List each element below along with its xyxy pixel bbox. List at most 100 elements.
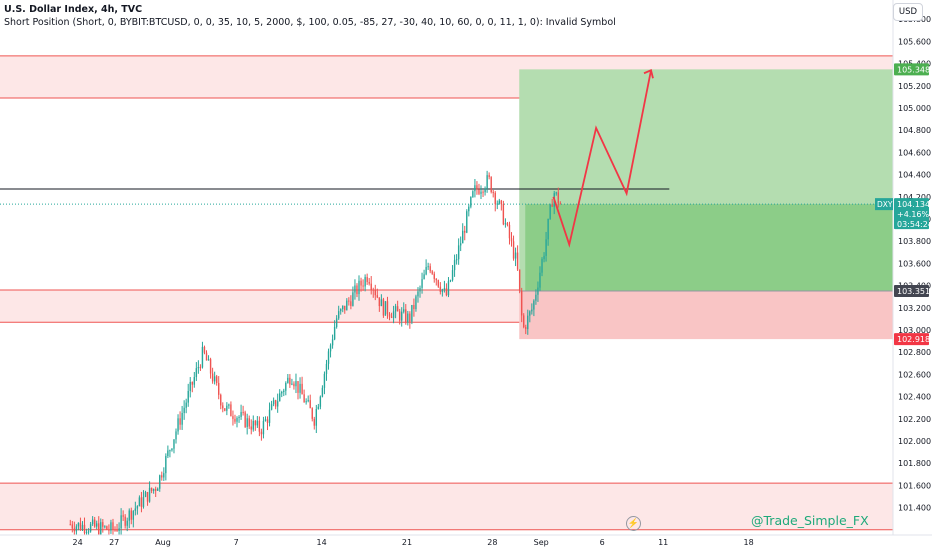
- candle-body: [264, 419, 267, 421]
- candle-body: [152, 488, 155, 491]
- candle-body: [203, 346, 206, 353]
- candle-body: [244, 412, 246, 427]
- symbol-tag-bg: [875, 198, 893, 211]
- candle-body: [116, 529, 118, 531]
- candle-body: [514, 252, 517, 259]
- candle-body: [555, 192, 557, 194]
- candle-body: [185, 402, 187, 408]
- projection-path[interactable]: [552, 69, 654, 248]
- candle-body: [313, 418, 315, 426]
- candle-body: [333, 326, 336, 340]
- y-tick-label: 101.800: [898, 459, 931, 468]
- y-tick-label: 102.400: [898, 393, 931, 402]
- candle-body: [148, 487, 151, 502]
- candle-body: [378, 297, 381, 307]
- candle-body: [104, 526, 106, 528]
- candle-body: [112, 522, 114, 530]
- time-axis[interactable]: 24 27 Aug 7 14 21 28 Sep 6 11 18: [0, 534, 932, 550]
- candle-body: [289, 377, 291, 385]
- candle-body: [85, 532, 88, 534]
- candle-body: [405, 309, 407, 323]
- candle-body: [352, 292, 354, 306]
- candle-body: [321, 387, 324, 397]
- current-price-change: +4.16%: [897, 210, 930, 219]
- candle-body: [344, 305, 346, 311]
- candle-body: [226, 405, 228, 411]
- candle-body: [205, 352, 208, 361]
- candle-body: [234, 418, 236, 422]
- candle-body: [441, 289, 444, 292]
- candle-body: [476, 185, 478, 190]
- candle-body: [529, 311, 531, 316]
- candle-body: [327, 351, 330, 364]
- y-tick-label: 101.400: [898, 504, 931, 513]
- candle-body: [279, 393, 281, 402]
- candle-body: [167, 450, 169, 456]
- candle-body: [551, 205, 553, 207]
- candle-body: [370, 283, 372, 290]
- candle-body: [91, 519, 94, 525]
- candle-body: [260, 431, 263, 435]
- candle-body: [69, 524, 71, 526]
- candle-body: [547, 218, 549, 240]
- candle-body: [358, 280, 360, 295]
- candle-body: [354, 285, 356, 293]
- candle-body: [283, 390, 285, 392]
- candle-body: [191, 381, 193, 385]
- y-tick-label: 103.600: [898, 259, 931, 268]
- candle-body: [122, 515, 124, 517]
- currency-button[interactable]: USD: [893, 3, 923, 21]
- candle-body: [209, 359, 212, 374]
- candle-body: [325, 363, 328, 374]
- candle-body: [337, 311, 340, 319]
- candle-body: [218, 382, 220, 395]
- candle-body: [439, 286, 442, 292]
- candle-body: [120, 515, 122, 529]
- candle-body: [266, 419, 269, 423]
- candle-body: [307, 400, 309, 402]
- candle-body: [437, 280, 440, 287]
- short-position-tool[interactable]: [519, 69, 893, 340]
- candle-body: [102, 522, 104, 527]
- candle-body: [486, 175, 488, 189]
- candle-body: [311, 408, 313, 419]
- candle-body: [392, 311, 395, 318]
- stop-area: [519, 291, 893, 340]
- candle-body: [220, 394, 222, 406]
- candle-body: [443, 288, 446, 290]
- candle-body: [431, 271, 433, 274]
- candle-body: [455, 259, 458, 261]
- watermark: @Trade_Simple_FX: [751, 513, 869, 528]
- candle-body: [173, 439, 175, 449]
- price-label-bg: [894, 63, 929, 76]
- current-price-bg: [894, 198, 929, 230]
- candle-body: [394, 306, 397, 312]
- candle-body: [346, 300, 348, 311]
- candle-body: [71, 524, 74, 529]
- candle-body: [496, 203, 498, 205]
- price-axis[interactable]: 101.400 101.600 101.800 102.000 102.200 102.4…: [892, 0, 932, 535]
- candle-body: [372, 289, 374, 291]
- supply-demand-zones[interactable]: [0, 55, 893, 531]
- candle-body: [518, 269, 521, 291]
- candle-body: [527, 315, 529, 330]
- x-tick-label: 6: [600, 538, 605, 547]
- lightning-icon[interactable]: ⚡: [626, 516, 641, 531]
- zone-rect: [0, 483, 893, 530]
- price-label-bg: [894, 333, 929, 346]
- resistance-line[interactable]: [0, 188, 893, 205]
- candle-body: [535, 294, 537, 301]
- candle-body: [79, 522, 82, 530]
- candle-body: [181, 412, 183, 425]
- candle-body: [258, 420, 261, 432]
- candle-body: [128, 510, 130, 521]
- candle-body: [459, 243, 462, 246]
- x-tick-label: 7: [234, 538, 239, 547]
- candle-body: [457, 245, 460, 260]
- candle-body: [315, 409, 318, 426]
- candle-body: [525, 327, 527, 330]
- candle-body: [98, 523, 100, 535]
- candle-body: [110, 522, 112, 531]
- y-tick-label: 103.800: [898, 237, 931, 246]
